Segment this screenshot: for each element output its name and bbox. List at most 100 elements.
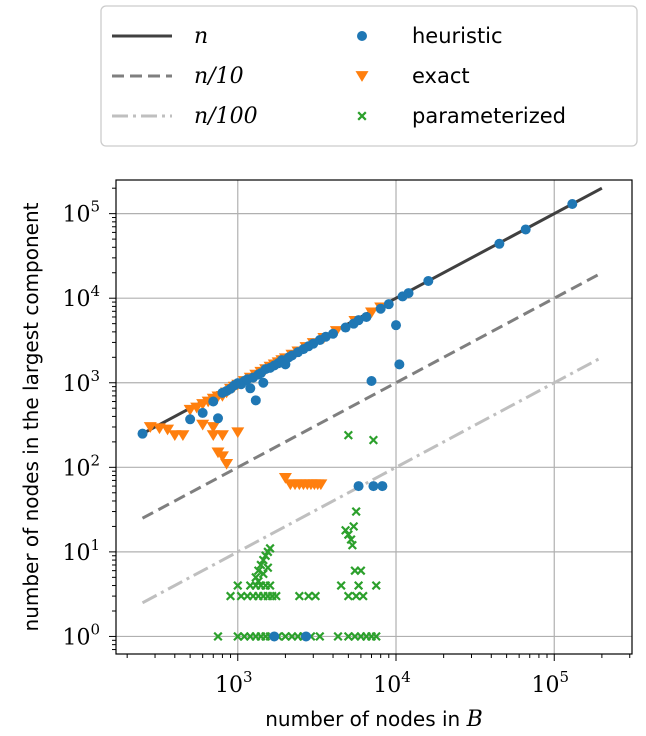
point-parameterized	[343, 591, 353, 601]
point-heuristic	[328, 328, 339, 339]
point-heuristic	[375, 303, 386, 314]
point-parameterized	[351, 506, 361, 517]
point-parameterized	[353, 580, 364, 591]
point-exact	[220, 458, 234, 470]
point-heuristic	[213, 413, 224, 424]
y-tick-label: 104	[62, 282, 100, 312]
point-parameterized	[343, 530, 353, 540]
legend-series-label: exact	[412, 64, 470, 88]
point-exact	[176, 430, 190, 442]
point-parameterized	[271, 591, 281, 601]
grid	[116, 180, 632, 654]
point-parameterized	[349, 521, 359, 532]
x-tick-label: 103	[215, 668, 253, 698]
point-heuristic	[208, 396, 219, 407]
legend: n n/10 n/100 heuristic exact parameterized	[100, 5, 638, 147]
series-exact	[143, 302, 388, 491]
point-parameterized	[343, 430, 353, 440]
series-parameterized	[213, 430, 381, 642]
point-parameterized	[310, 591, 321, 601]
point-heuristic	[197, 407, 208, 418]
legend-line-label: n	[194, 24, 208, 49]
point-parameterized	[263, 563, 273, 573]
point-parameterized	[347, 540, 357, 550]
point-heuristic	[269, 631, 280, 642]
point-parameterized	[315, 631, 325, 642]
point-heuristic	[494, 238, 505, 249]
point-heuristic	[366, 375, 377, 386]
legend-series-label: parameterized	[412, 104, 566, 128]
point-parameterized	[225, 591, 236, 601]
point-heuristic	[567, 199, 578, 210]
point-heuristic	[520, 224, 531, 235]
x-tick-labels: 103 104 105	[215, 668, 569, 698]
point-parameterized	[294, 591, 304, 601]
point-heuristic	[137, 428, 148, 439]
x-axis-label: number of nodes in B	[265, 707, 483, 732]
point-exact	[196, 419, 210, 431]
point-heuristic	[301, 631, 312, 642]
point-heuristic	[185, 414, 196, 425]
x-tick-label: 105	[531, 668, 569, 698]
series-heuristic	[137, 199, 578, 642]
legend-line-label: n/10	[194, 64, 244, 89]
point-exact	[278, 473, 292, 484]
legend-series-label: heuristic	[412, 24, 503, 48]
point-parameterized	[213, 631, 223, 642]
point-parameterized	[253, 566, 263, 576]
point-parameterized	[358, 591, 368, 601]
point-parameterized	[371, 631, 381, 642]
point-parameterized	[233, 580, 243, 591]
point-heuristic	[377, 481, 388, 492]
point-parameterized	[256, 560, 266, 570]
y-axis-label: number of nodes in the largest component	[19, 202, 43, 631]
point-parameterized	[371, 580, 381, 591]
reference-line	[141, 271, 603, 520]
point-heuristic	[394, 359, 405, 370]
point-heuristic	[258, 377, 269, 388]
legend-marker	[355, 71, 369, 82]
point-parameterized	[265, 580, 275, 591]
point-parameterized	[336, 580, 346, 591]
point-heuristic	[403, 288, 414, 299]
point-heuristic	[250, 395, 261, 406]
point-heuristic	[391, 320, 402, 331]
point-exact	[206, 430, 220, 442]
legend-marker	[357, 31, 367, 41]
point-parameterized	[253, 576, 263, 586]
point-parameterized	[351, 591, 361, 601]
point-exact	[364, 307, 378, 319]
legend-marker	[357, 111, 367, 121]
y-tick-label: 105	[62, 198, 100, 228]
point-parameterized	[333, 631, 343, 642]
point-exact	[143, 422, 157, 433]
y-tick-label: 100	[62, 620, 100, 650]
point-parameterized	[368, 435, 379, 445]
legend-line-label: n/100	[194, 104, 258, 129]
point-heuristic	[368, 481, 379, 492]
point-heuristic	[340, 322, 351, 333]
point-parameterized	[356, 566, 366, 576]
point-exact	[231, 427, 245, 439]
legend-frame	[100, 5, 638, 147]
point-exact	[161, 424, 175, 436]
point-parameterized	[303, 591, 314, 601]
point-heuristic	[245, 383, 256, 394]
axis-ticks	[109, 187, 631, 661]
y-tick-label: 103	[62, 367, 100, 397]
point-heuristic	[423, 275, 434, 286]
y-tick-labels: 100 101 102 103 104 105	[62, 198, 100, 651]
point-heuristic	[353, 481, 364, 492]
y-tick-label: 102	[62, 451, 100, 481]
point-exact	[215, 451, 229, 463]
point-heuristic	[361, 311, 372, 322]
x-tick-label: 104	[373, 668, 411, 698]
plot-area-frame	[115, 179, 633, 655]
point-heuristic	[353, 315, 364, 326]
point-parameterized	[258, 555, 268, 565]
point-exact	[314, 479, 328, 491]
data-points	[137, 199, 578, 642]
point-exact	[206, 422, 220, 433]
point-heuristic	[383, 299, 394, 310]
